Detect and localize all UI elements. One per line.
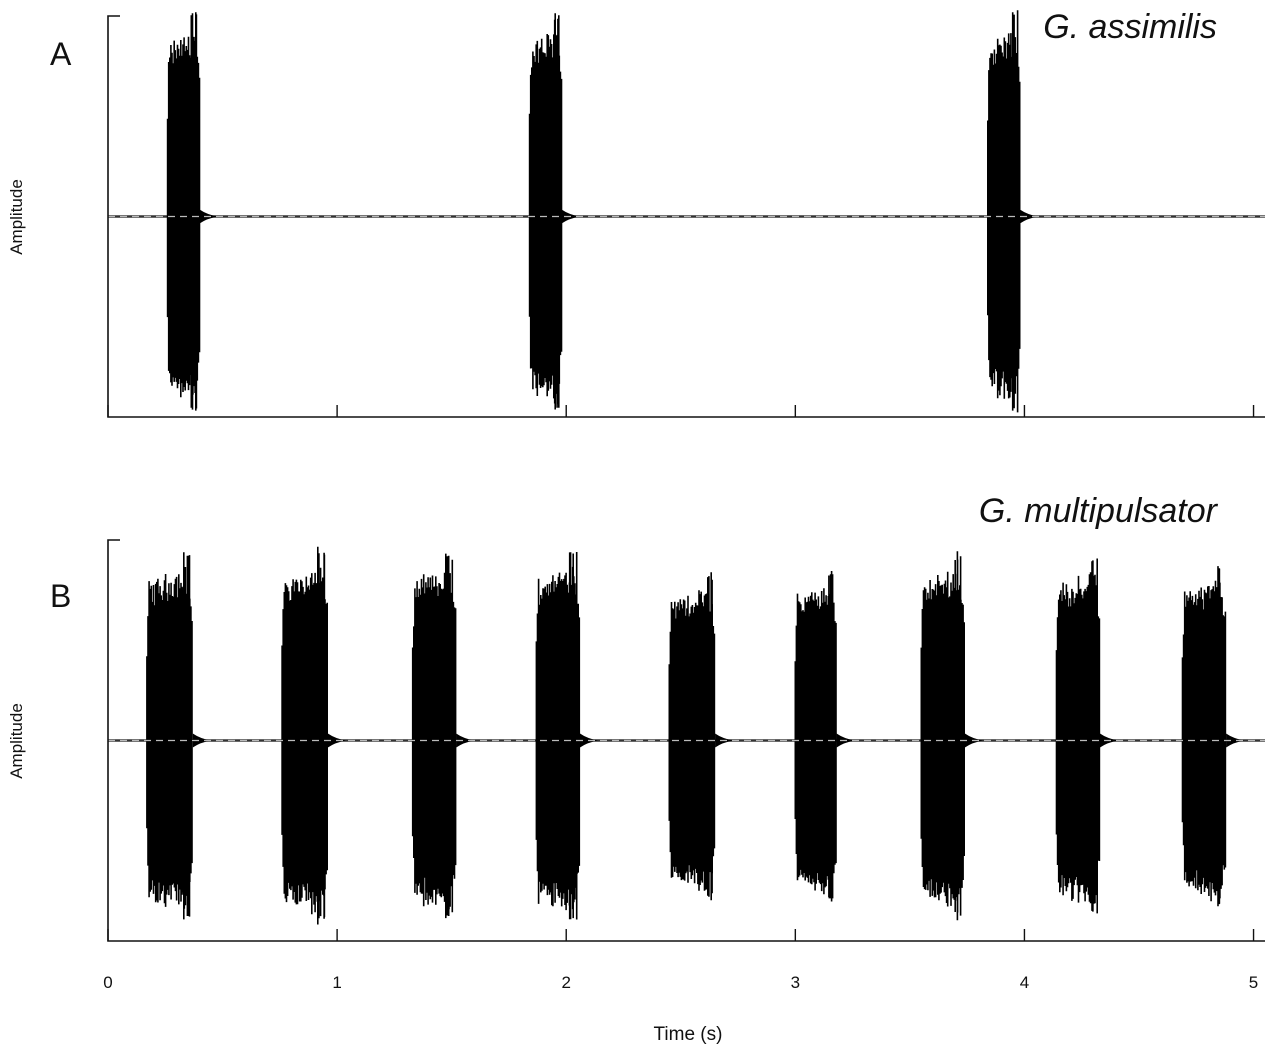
burst-envelope: [166, 12, 201, 411]
pulse-burst: [1055, 558, 1118, 914]
pulse-burst: [146, 552, 211, 920]
burst-envelope: [281, 546, 328, 925]
pulse-burst: [528, 13, 580, 410]
pulse-burst: [987, 10, 1038, 413]
burst-envelope: [411, 553, 457, 919]
burst-decay-tail: [1226, 733, 1245, 748]
panel-label: B: [50, 578, 71, 614]
pulse-burst: [1181, 566, 1245, 907]
pulse-burst: [794, 571, 855, 902]
x-tick-label: 2: [561, 973, 570, 992]
waveform-series: [108, 546, 1265, 925]
burst-envelope: [528, 13, 563, 410]
y-axis-label: Amplitude: [7, 703, 26, 779]
pulse-burst: [535, 552, 598, 920]
burst-decay-tail: [192, 733, 211, 748]
pulse-burst: [920, 551, 983, 921]
pulse-burst: [411, 553, 475, 919]
x-tick-label: 4: [1020, 973, 1029, 992]
burst-decay-tail: [456, 733, 475, 748]
x-tick-label: 3: [791, 973, 800, 992]
pulse-burst: [281, 546, 346, 925]
burst-envelope: [794, 571, 837, 902]
x-tick-labels: 0 1 2 3 4 5: [103, 973, 1258, 992]
x-tick-label: 1: [332, 973, 341, 992]
x-tick-label: 5: [1249, 973, 1258, 992]
burst-envelope: [920, 551, 965, 921]
burst-envelope: [668, 572, 716, 901]
axes: [107, 15, 1265, 418]
waveform-series: [108, 10, 1265, 413]
axes: [107, 539, 1265, 942]
burst-envelope: [1181, 566, 1227, 907]
burst-envelope: [1055, 558, 1101, 914]
burst-envelope: [535, 552, 581, 920]
burst-decay-tail: [1019, 209, 1038, 224]
axis-frame: [107, 15, 1265, 418]
x-axis-label: Time (s): [654, 1024, 723, 1045]
burst-envelope: [146, 552, 193, 920]
panel-b: B G. multipulsator Amplitude 0 1 2 3 4 5: [7, 492, 1265, 992]
axis-frame: [107, 539, 1265, 942]
pulse-burst: [166, 12, 218, 411]
pulse-burst: [668, 572, 734, 901]
panel-label: A: [50, 36, 72, 72]
chart-title: G. assimilis: [1043, 8, 1217, 46]
chart-title: G. multipulsator: [979, 492, 1219, 530]
y-axis-label: Amplitude: [7, 179, 26, 255]
panel-a: A G. assimilis Amplitude: [7, 8, 1265, 418]
burst-envelope: [987, 10, 1021, 413]
x-tick-label: 0: [103, 973, 112, 992]
